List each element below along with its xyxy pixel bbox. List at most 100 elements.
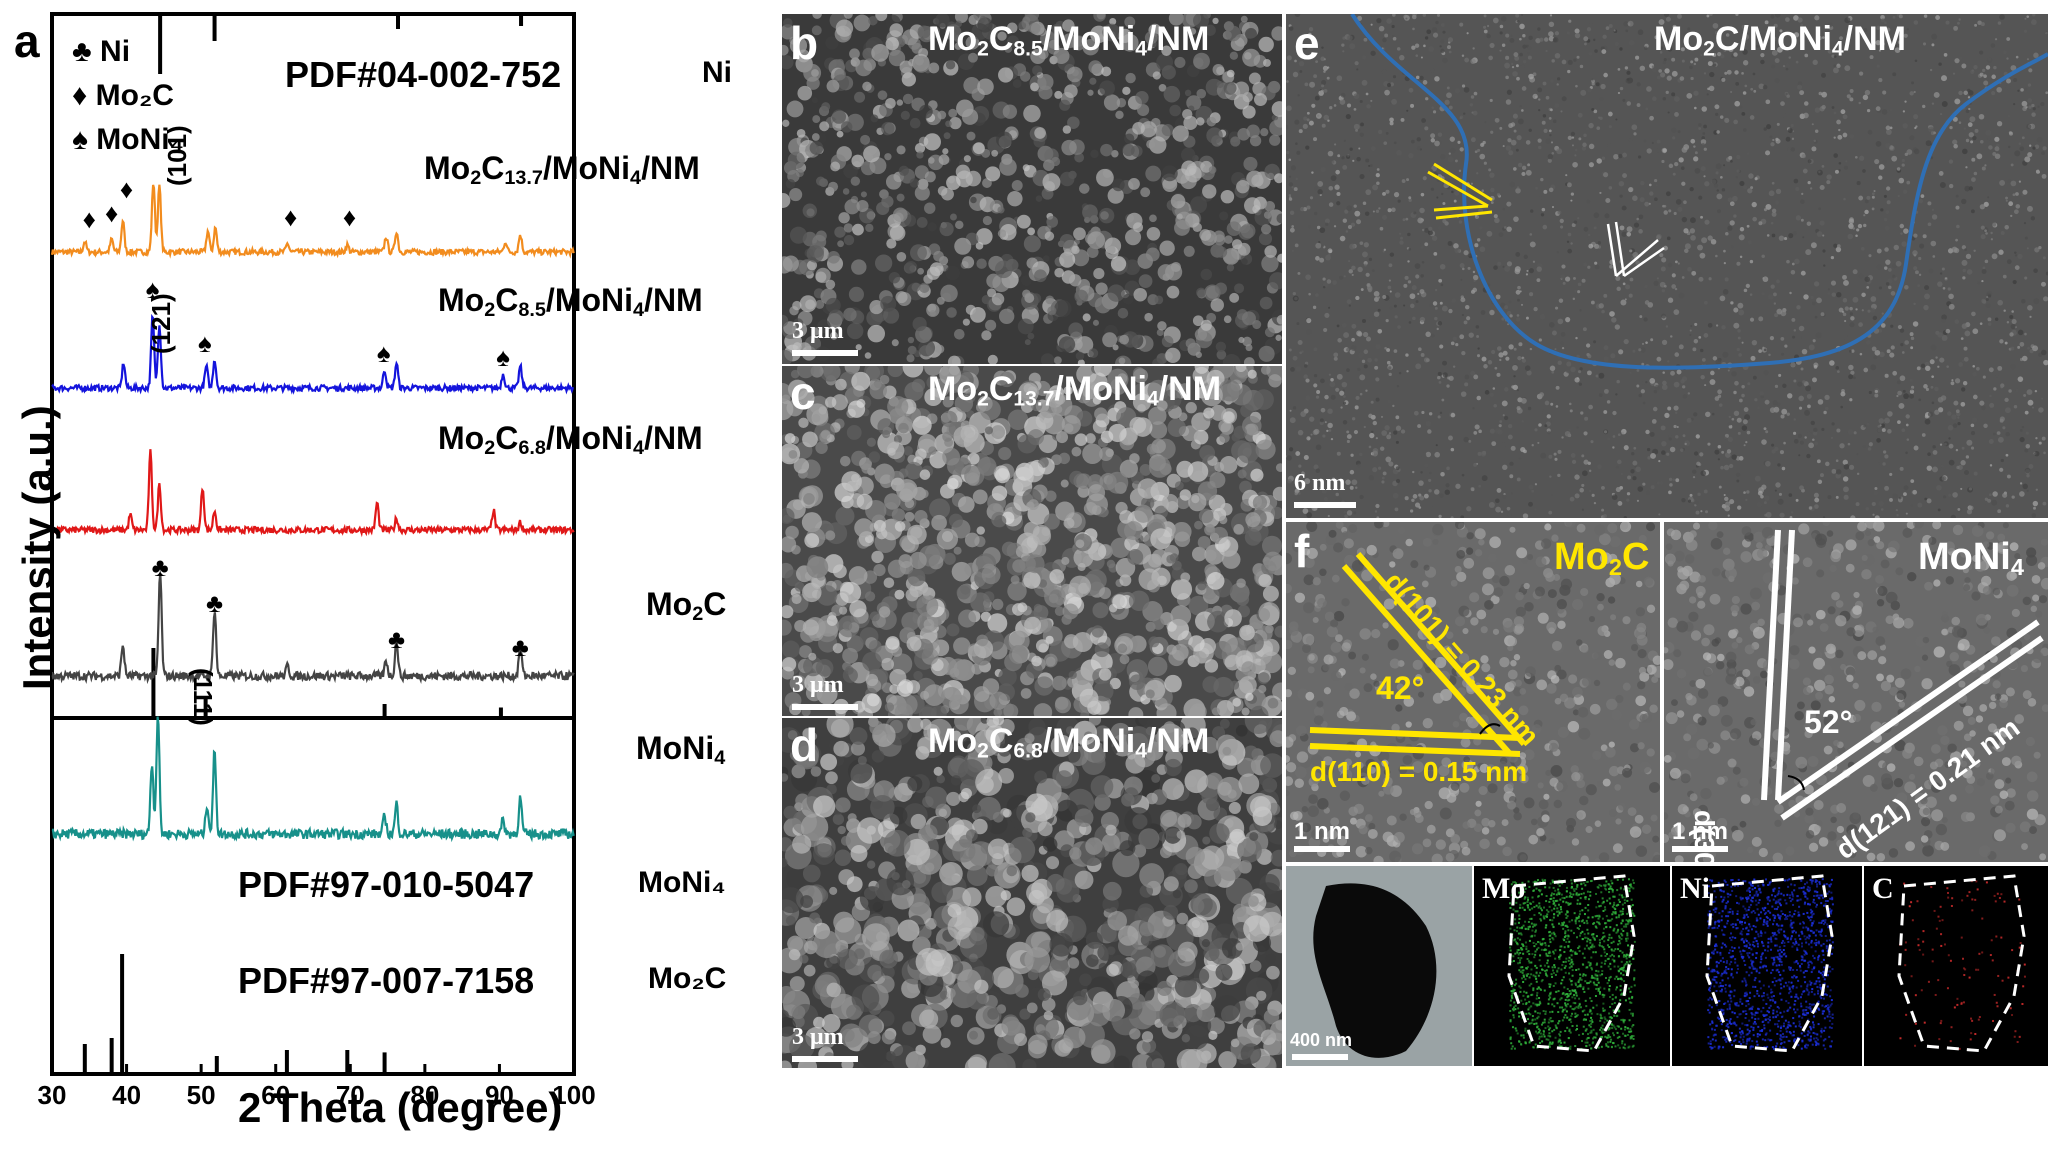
panel-d-scale-label: 3 μm (792, 1024, 844, 1050)
micrograph-texture (782, 718, 1282, 1068)
panel-f-mo2c-phase: Mo2C (1554, 536, 1650, 580)
panel-d-scale-bar (792, 1056, 858, 1062)
eds-scale-bar (1292, 1054, 1348, 1060)
panel-e-hrtem (1286, 14, 2048, 518)
panel-a-xrd: ♦ ♦ ♦ ♦ ♦ ♠ ♠ ♠ ♠ ♣ ♣ ♣ ♣ 30 40 50 60 70 80 90 100 a ♣ Ni ♦… (0, 0, 770, 1156)
peak-marker-icon: ♣ (206, 588, 223, 618)
angle-arc (1787, 775, 1805, 791)
panel-c-title: Mo2C13.7/MoNi4/NM (928, 370, 1222, 411)
x-tick-label: 90 (485, 1080, 514, 1110)
eds-map-mo (1474, 866, 1670, 1066)
x-tick-label: 50 (187, 1080, 216, 1110)
peak-marker-icon: ♣ (512, 632, 529, 662)
panel-c-scale-bar (792, 704, 858, 710)
panel-b-scale-label: 3 μm (792, 318, 844, 344)
hkl-111: (111) (188, 668, 218, 726)
legend: ♣ Ni ♦ Mo₂C ♠ MoNi₄ (72, 30, 184, 162)
particle-boundary (1507, 874, 1636, 1053)
panel-f-moni4 (1664, 522, 2048, 862)
panel-e-scale-bar (1294, 502, 1356, 508)
legend-item-mo2c: ♦ Mo₂C (72, 79, 174, 112)
eds-signal (1897, 874, 2026, 1053)
panel-c-scale-label: 3 μm (792, 672, 844, 698)
moni4-angle-label: 52° (1804, 704, 1853, 740)
ref-ni-label: PDF#04-002-752 (285, 54, 562, 95)
legend-item-moni4: ♠ MoNi₄ (72, 123, 184, 156)
peak-marker-icon: ♠ (146, 274, 160, 304)
x-tick-label: 70 (336, 1080, 365, 1110)
y-axis-title: Intensity (a.u.) (14, 405, 61, 690)
panel-d-title: Mo2C6.8/MoNi4/NM (928, 722, 1210, 763)
trace-label-6-8: Mo2C6.8/MoNi4/NM (438, 420, 703, 459)
particle-boundary (1897, 874, 2026, 1053)
panel-e-scale-label: 6 nm (1294, 470, 1346, 496)
x-tick-label: 40 (112, 1080, 141, 1110)
ref-mo2c-label: PDF#97-007-7158 (238, 960, 535, 1001)
panel-label-e: e (1294, 17, 1320, 69)
panel-label-d: d (790, 719, 819, 771)
panel-f-left-overlay (1309, 552, 1527, 757)
xrd-series-2 (50, 449, 575, 538)
peak-marker-icon: ♦ (284, 202, 297, 232)
moni4-121-lines (1776, 619, 2044, 821)
eds-signal (1705, 874, 1834, 1053)
angle-arc (1479, 723, 1501, 735)
panel-f-left-scale-label: 1 nm (1294, 818, 1351, 845)
eds-tem-image (1286, 866, 1472, 1066)
trace-label-8-5: Mo2C8.5/MoNi4/NM (438, 282, 703, 321)
panel-b-scale-bar (792, 350, 858, 356)
mo2c-angle-label: 42° (1376, 670, 1425, 706)
eds-label-mo: Mo (1482, 872, 1526, 905)
panel-b-title: Mo2C8.5/MoNi4/NM (928, 20, 1210, 61)
micrograph-texture (782, 366, 1282, 716)
mo2c-d110-label: d(110) = 0.15 nm (1310, 756, 1528, 787)
micrograph-texture (1286, 14, 2048, 518)
peak-marker-icon: ♦ (83, 204, 96, 234)
mo2c-110-lines (1309, 727, 1521, 757)
panel-f-right-scale-bar (1672, 846, 1728, 852)
eds-label-ni: Ni (1680, 872, 1710, 905)
peak-marker-icon: ♦ (343, 202, 356, 232)
x-tick-label: 60 (261, 1080, 290, 1110)
xrd-chart: ♦ ♦♦♦ ♦♠♠ ♠ ♠♣♣♣ ♣ 30 40 50 60 70 80 90 100 (38, 12, 596, 1110)
hkl-121: (121) (146, 293, 176, 354)
xrd-series-3 (50, 573, 575, 685)
grain-boundary-outline (1350, 14, 2048, 370)
ref-moni4-label: PDF#97-010-5047 (238, 864, 535, 905)
ref-mo2c-phase: Mo₂C (648, 962, 727, 995)
xrd-series-0 (50, 184, 575, 259)
panel-f-left-scale-bar (1294, 846, 1350, 852)
club-icon: ♣ (72, 35, 92, 68)
panel-b-sem (782, 14, 1282, 364)
plot-frame (50, 12, 576, 1076)
eds-scale-label: 400 nm (1290, 1030, 1353, 1050)
moni4-301-lines (1761, 529, 1795, 801)
panel-e-title: Mo2C/MoNi4/NM (1654, 20, 1906, 61)
diamond-icon: ♦ (72, 79, 88, 112)
xrd-series-4 (51, 716, 575, 843)
x-tick-label: 100 (552, 1080, 595, 1110)
x-axis-title: 2 Theta (degree) (238, 1084, 563, 1131)
peak-marker-icon: ♠ (496, 342, 510, 372)
mo2c-101-lines (1341, 552, 1527, 756)
particle-boundary (1705, 874, 1834, 1053)
micrograph-texture (782, 14, 1282, 364)
peak-marker-icon: ♦ (105, 198, 118, 228)
legend-item-ni: ♣ Ni (72, 35, 131, 68)
eds-label-c: C (1872, 872, 1894, 905)
panel-e-overlay (1350, 14, 2048, 370)
panel-f-right-scale-label: 1 nm (1672, 818, 1729, 845)
x-tick-label: 30 (38, 1080, 67, 1110)
hkl-101: (101) (162, 125, 192, 186)
ref-moni4-phase: MoNi₄ (638, 866, 726, 899)
trace-label-mo2c: Mo2C (646, 586, 727, 625)
ref-ni-phase: Ni (702, 56, 732, 89)
particle-silhouette (1313, 883, 1437, 1058)
panel-label-b: b (790, 17, 819, 69)
panel-f-right-overlay (1761, 529, 2044, 821)
x-tick-label: 80 (410, 1080, 439, 1110)
panel-f-moni4-phase: MoNi4 (1918, 536, 2024, 580)
panel-c-sem (782, 366, 1282, 716)
eds-map-ni (1672, 866, 1862, 1066)
yellow-fringe-marker (1427, 162, 1493, 220)
